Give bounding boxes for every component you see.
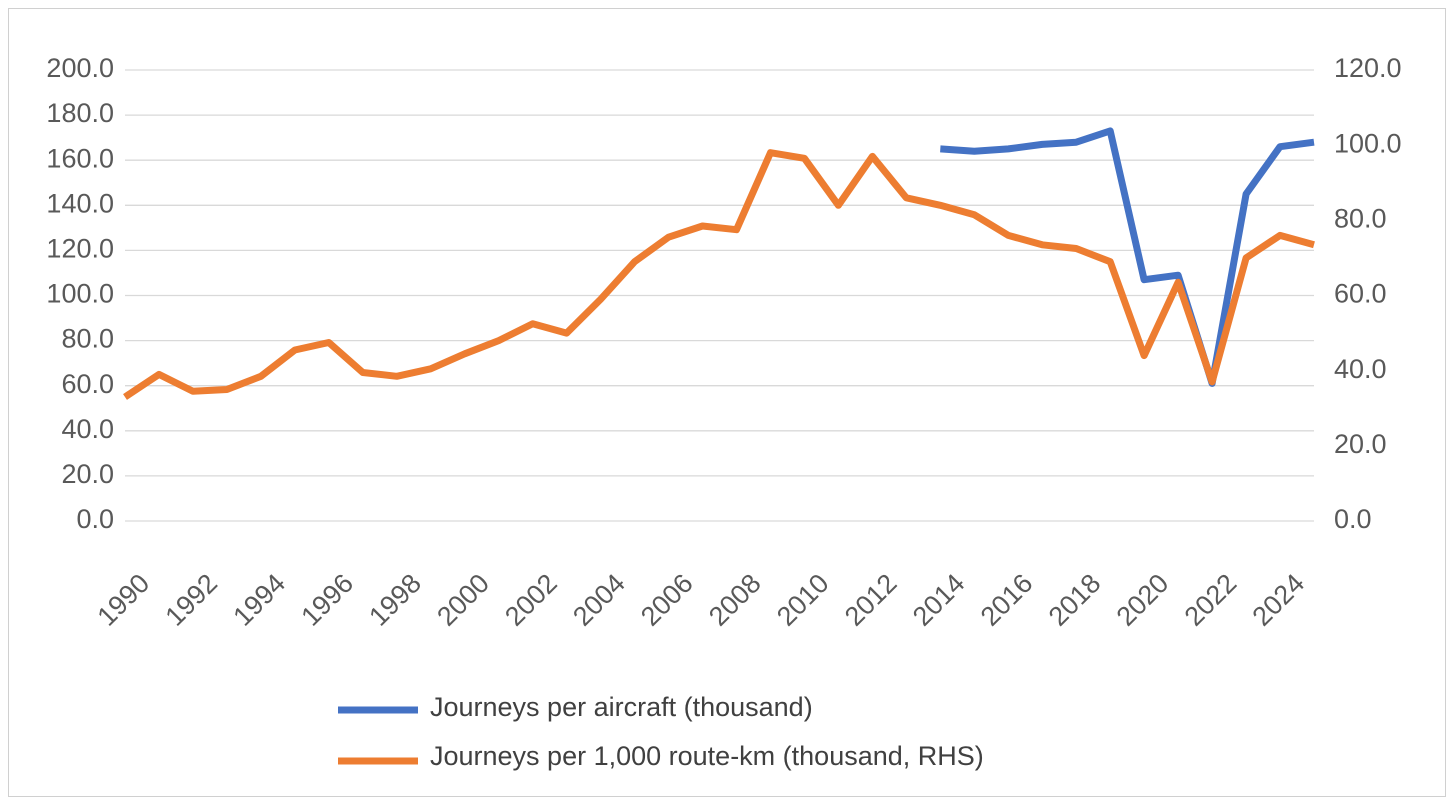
left-tick-label: 100.0: [46, 279, 114, 309]
right-axis-ticks: 0.0 20.0 40.0 60.0 80.0 100.0 120.0: [1334, 53, 1402, 534]
x-tick-label: 1994: [227, 568, 291, 632]
left-tick-label: 200.0: [46, 53, 114, 83]
x-tick-label: 2000: [431, 568, 495, 632]
gridlines: [125, 69, 1314, 522]
series-line-aircraft: [940, 127, 1315, 387]
right-tick-label: 20.0: [1334, 429, 1387, 459]
right-tick-label: 0.0: [1334, 504, 1372, 534]
left-tick-label: 140.0: [46, 188, 114, 218]
series-lines: [123, 127, 1315, 400]
legend: Journeys per aircraft (thousand) Journey…: [338, 692, 984, 771]
left-tick-label: 180.0: [46, 98, 114, 128]
x-tick-label: 2008: [703, 568, 767, 632]
right-tick-label: 120.0: [1334, 53, 1402, 83]
series-line-route-km: [123, 149, 1315, 400]
chart-frame: [8, 8, 1446, 797]
x-tick-label: 1998: [363, 568, 427, 632]
x-tick-label: 2024: [1247, 568, 1311, 632]
left-tick-label: 80.0: [61, 324, 114, 354]
x-tick-label: 2012: [839, 568, 903, 632]
left-axis-ticks: 0.0 20.0 40.0 60.0 80.0 100.0 120.0 140.0 160.0 1…: [46, 53, 114, 534]
x-tick-label: 2016: [975, 568, 1039, 632]
right-tick-label: 100.0: [1334, 128, 1402, 158]
right-tick-label: 60.0: [1334, 279, 1387, 309]
right-tick-label: 80.0: [1334, 203, 1387, 233]
x-tick-label: 2014: [907, 568, 971, 632]
legend-label-aircraft: Journeys per aircraft (thousand): [430, 692, 813, 722]
left-tick-label: 60.0: [61, 369, 114, 399]
left-tick-label: 40.0: [61, 414, 114, 444]
x-axis-ticks: 1990 1992 1994 1996 1998 2000 2002 2004 2006 2008…: [92, 568, 1311, 632]
x-tick-label: 2002: [499, 568, 563, 632]
left-tick-label: 20.0: [61, 459, 114, 489]
left-tick-label: 160.0: [46, 143, 114, 173]
right-tick-label: 40.0: [1334, 354, 1387, 384]
x-tick-label: 1992: [159, 568, 223, 632]
x-tick-label: 2020: [1111, 568, 1175, 632]
x-tick-label: 2018: [1043, 568, 1107, 632]
legend-label-route-km: Journeys per 1,000 route-km (thousand, R…: [430, 741, 984, 771]
x-tick-label: 1996: [295, 568, 359, 632]
left-tick-label: 120.0: [46, 234, 114, 264]
x-tick-label: 2006: [635, 568, 699, 632]
x-tick-label: 2022: [1179, 568, 1243, 632]
left-tick-label: 0.0: [76, 504, 114, 534]
x-tick-label: 2010: [771, 568, 835, 632]
x-tick-label: 2004: [567, 568, 631, 632]
x-tick-label: 1990: [92, 568, 156, 632]
